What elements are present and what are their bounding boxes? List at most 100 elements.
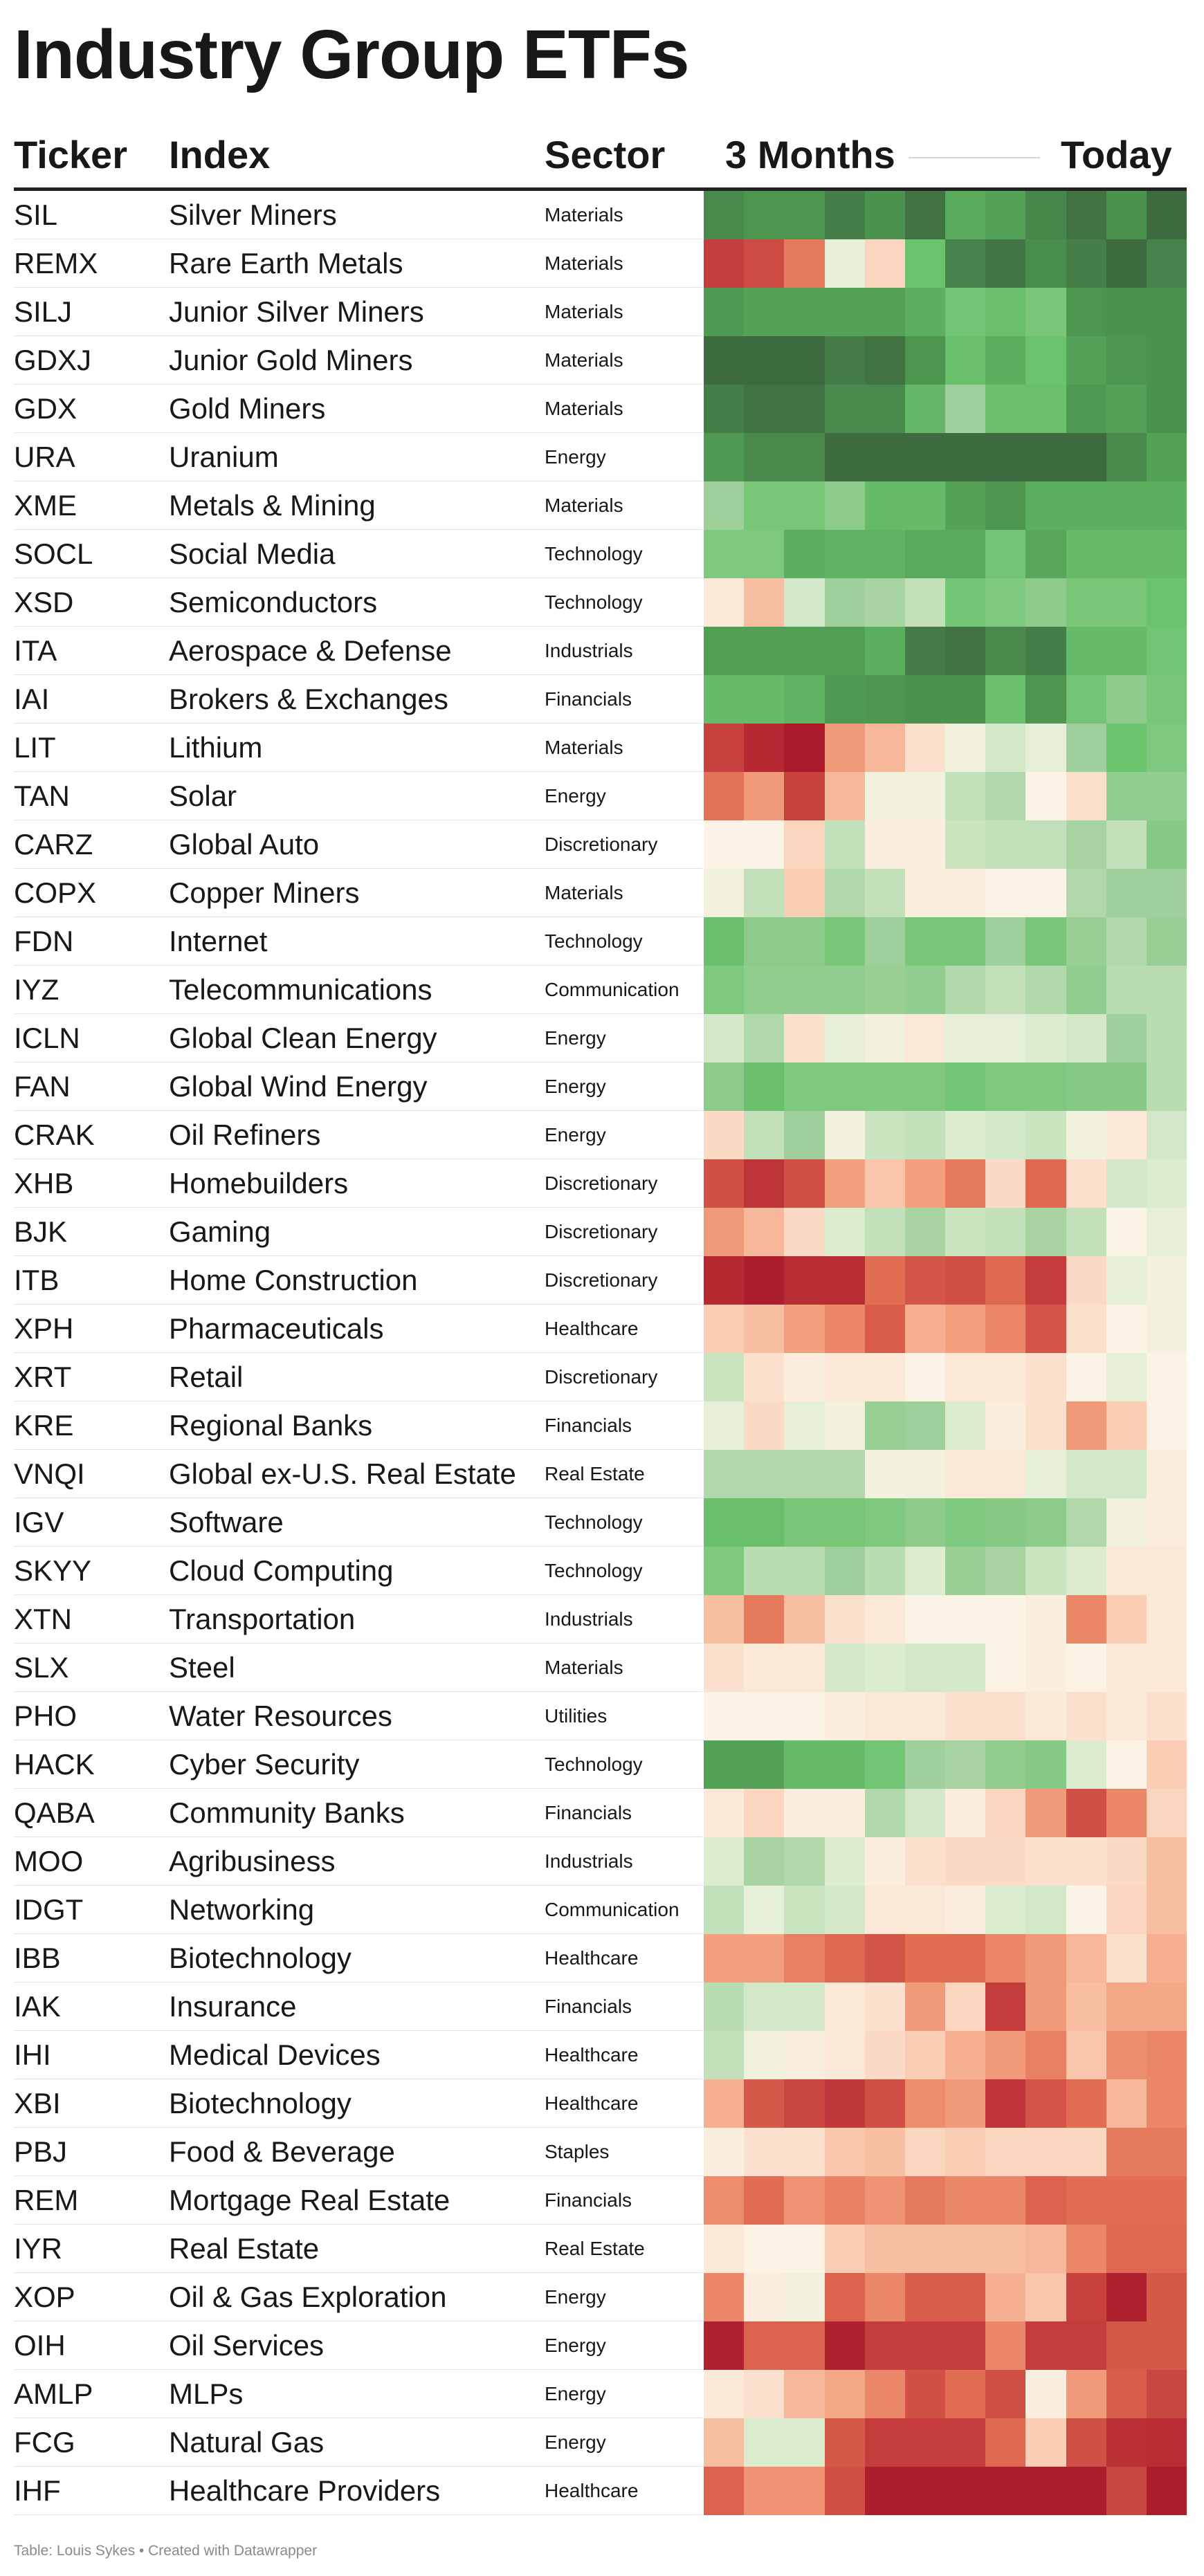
heatmap-cell [744,1644,784,1692]
row-divider [14,1546,702,1547]
heatmap-cell [1066,1305,1106,1353]
index-cell: Copper Miners [169,876,360,909]
heatmap-cell [825,2031,865,2079]
heatmap-cell [865,2370,905,2418]
row-divider [14,1449,702,1450]
heatmap-cell [1106,385,1147,433]
heatmap-cell [825,675,865,724]
heatmap-cell [1025,2176,1066,2225]
heatmap-cell [1147,530,1187,578]
heatmap-cell [1066,724,1106,772]
heatmap-cell [985,917,1025,966]
heatmap-cell [704,1498,744,1547]
heatmap-cell [825,2079,865,2128]
heatmap-cell [704,1014,744,1062]
row-divider [14,626,702,627]
ticker-cell: COPX [14,876,97,909]
heatmap-cell [1106,1353,1147,1401]
table-row: IDGT Networking Communication [0,1886,1204,1934]
heatmap-cell [1025,578,1066,627]
heatmap-cell [704,772,744,820]
table-row: REMX Rare Earth Metals Materials [0,239,1204,288]
heatmap-cell [945,917,985,966]
heatmap-cell [905,1159,945,1208]
heatmap-cell [1066,433,1106,481]
table-row: IYZ Telecommunications Communication [0,966,1204,1014]
heatmap-cell [784,1305,825,1353]
heatmap-cell [1066,1401,1106,1450]
index-cell: Gold Miners [169,392,326,425]
ticker-cell: IAK [14,1990,61,2023]
heatmap-cell [985,530,1025,578]
index-cell: MLPs [169,2377,244,2410]
heatmap-cell [744,869,784,917]
heatmap-cell [985,2225,1025,2273]
heatmap-cell [1147,2176,1187,2225]
heatmap-cell [704,239,744,288]
ticker-cell: XBI [14,2087,61,2119]
index-cell: Medical Devices [169,2039,381,2071]
heatmap-cell [1025,1692,1066,1740]
table-row: XSD Semiconductors Technology [0,578,1204,627]
heatmap-cell [784,1450,825,1498]
heatmap-cell [1066,239,1106,288]
index-cell: Global Clean Energy [169,1022,437,1054]
table-row: AMLP MLPs Energy [0,2370,1204,2418]
sector-cell: Energy [545,2383,606,2404]
heatmap-cell [744,385,784,433]
heatmap-cell [704,2418,744,2467]
heatmap-strip [704,627,1187,675]
heatmap-cell [1106,2467,1147,2515]
heatmap-cell [1025,2370,1066,2418]
heatmap-cell [1147,2079,1187,2128]
heatmap-cell [865,1208,905,1256]
heatmap-cell [744,1547,784,1595]
heatmap-cell [744,2467,784,2515]
heatmap-strip [704,869,1187,917]
heatmap-cell [704,1062,744,1111]
heatmap-cell [744,191,784,239]
heatmap-cell [905,1450,945,1498]
heatmap-cell [1066,917,1106,966]
index-cell: Solar [169,780,237,812]
heatmap-cell [1025,1062,1066,1111]
heatmap-cell [1025,1644,1066,1692]
heatmap-cell [945,385,985,433]
heatmap-cell [784,1595,825,1644]
index-cell: Junior Silver Miners [169,295,424,328]
heatmap-cell [744,1208,784,1256]
heatmap-cell [1147,1789,1187,1837]
heatmap-cell [1147,917,1187,966]
heatmap-cell [1147,2031,1187,2079]
heatmap-cell [1025,530,1066,578]
heatmap-cell [1147,288,1187,336]
heatmap-cell [744,820,784,869]
heatmap-cell [1025,2321,1066,2370]
heatmap-strip [704,1305,1187,1353]
index-cell: Software [169,1506,284,1538]
heatmap-cell [985,481,1025,530]
heatmap-cell [905,2273,945,2321]
heatmap-cell [1106,2321,1147,2370]
heatmap-cell [1106,1982,1147,2031]
heatmap-cell [744,675,784,724]
heatmap-cell [905,239,945,288]
heatmap-cell [825,1353,865,1401]
index-cell: Healthcare Providers [169,2474,441,2507]
table-row: SIL Silver Miners Materials [0,191,1204,239]
heatmap-cell [985,966,1025,1014]
heatmap-cell [865,1498,905,1547]
heatmap-strip [704,724,1187,772]
heatmap-cell [905,2370,945,2418]
heatmap-cell [905,1111,945,1159]
heatmap-cell [985,2273,1025,2321]
sector-cell: Financials [545,1996,632,2017]
heatmap-cell [945,1498,985,1547]
heatmap-cell [1066,627,1106,675]
heatmap-strip [704,2370,1187,2418]
heatmap-cell [1147,1353,1187,1401]
heatmap-cell [865,1547,905,1595]
heatmap-cell [985,288,1025,336]
index-column-header: Index [169,133,271,176]
heatmap-cell [945,2467,985,2515]
